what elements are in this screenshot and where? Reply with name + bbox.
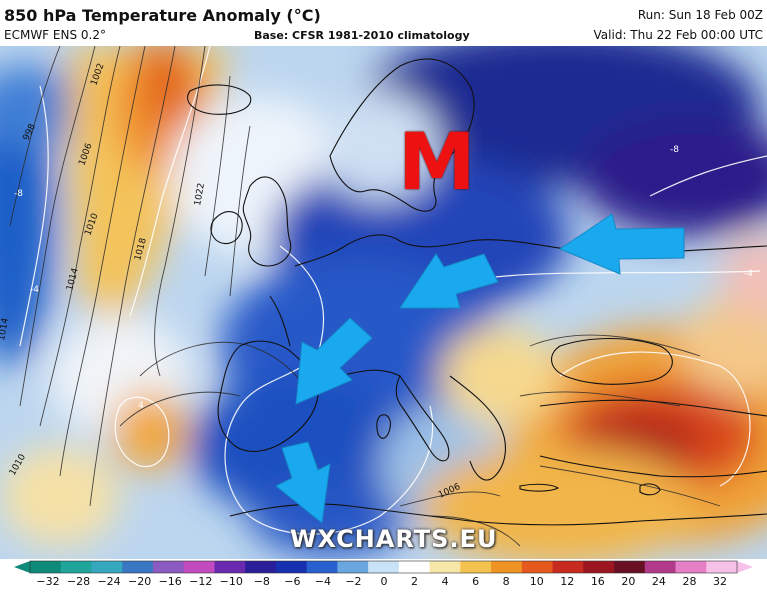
flow-arrows <box>275 213 685 524</box>
colorbar-cell <box>245 561 277 573</box>
map-svg: 998 1002 1006 1010 1014 1018 1022 1014 1… <box>0 46 767 559</box>
colorbar-cell <box>614 561 646 573</box>
anomaly-label: -8 <box>670 145 679 155</box>
colorbar-cell <box>429 561 461 573</box>
colorbar-cell <box>214 561 246 573</box>
climatology-base-label: Base: CFSR 1981-2010 climatology <box>254 29 470 42</box>
colorbar-tick-label: −16 <box>158 575 182 588</box>
colorbar-tick-label: 32 <box>713 575 727 588</box>
colorbar-cell <box>183 561 215 573</box>
colorbar-tick-label: 6 <box>472 575 480 588</box>
isobars <box>9 46 721 547</box>
colorbar-cell <box>675 561 707 573</box>
colorbar-tick-label: 12 <box>560 575 575 588</box>
colorbar-tick-label: −28 <box>66 575 91 588</box>
colorbar-cell <box>583 561 615 573</box>
colorbar-cell <box>368 561 400 573</box>
colorbar-tick-label: −24 <box>97 575 121 588</box>
colorbar-tick-label: −4 <box>314 575 332 588</box>
watermark: WXCHARTS.EU <box>290 525 498 553</box>
colorbar-tick-label: −6 <box>284 575 301 588</box>
colorbar-cell <box>491 561 523 573</box>
colorbar-right-cap <box>737 561 753 573</box>
colorbar-tick-label: −8 <box>253 575 270 588</box>
colorbar-cell <box>122 561 154 573</box>
colorbar-tick-label: 10 <box>529 575 544 588</box>
anomaly-label: -4 <box>744 269 753 279</box>
colorbar-cell <box>152 561 185 573</box>
colorbar-tick-label: 2 <box>411 575 419 588</box>
isobar-label: 1022 <box>193 182 207 206</box>
colorbar-cell <box>460 561 492 573</box>
anomaly-label: -8 <box>14 189 23 199</box>
flow-arrow <box>275 441 331 524</box>
colorbar-cell <box>60 561 92 573</box>
colorbar: −32 −28 −24 −20 −16 −12 −10 −8 −6 −4 −2 0 2 4 6 8 10 12 16… <box>0 560 767 600</box>
valid-time-label: Valid: Thu 22 Feb 00:00 UTC <box>593 28 763 42</box>
anomaly-label: -4 <box>30 285 39 295</box>
colorbar-tick-label: 24 <box>651 575 666 588</box>
colorbar-cell <box>398 561 431 573</box>
colorbar-tick-label: −12 <box>189 575 213 588</box>
anomaly-labels: -8 -8 -4 4 -4 <box>14 145 753 411</box>
colorbar-cells <box>30 561 738 573</box>
colorbar-svg <box>14 560 753 574</box>
colorbar-tick-label: 28 <box>682 575 697 588</box>
colorbar-cell <box>91 561 123 573</box>
colorbar-cell <box>706 561 738 573</box>
flow-arrow <box>399 253 499 309</box>
colorbar-cell <box>552 561 584 573</box>
colorbar-tick-label: −20 <box>128 575 152 588</box>
colorbar-tick-label: 16 <box>590 575 605 588</box>
anomaly-label: 4 <box>138 401 144 411</box>
model-label: ECMWF ENS 0.2° <box>4 28 106 42</box>
colorbar-cell <box>275 561 308 573</box>
anomaly-map: 998 1002 1006 1010 1014 1018 1022 1014 1… <box>0 46 767 559</box>
flow-arrow <box>558 213 685 275</box>
colorbar-tick-label: −10 <box>219 575 243 588</box>
colorbar-cell <box>306 561 338 573</box>
colorbar-tick-label: 4 <box>441 575 449 588</box>
run-label: Run: Sun 18 Feb 00Z <box>637 8 763 22</box>
colorbar-cell <box>30 561 62 573</box>
marker-letter: M <box>398 118 476 208</box>
isobar-label: 1014 <box>0 317 11 342</box>
colorbar-tick-label: 20 <box>621 575 636 588</box>
colorbar-cell <box>521 561 554 573</box>
chart-title: 850 hPa Temperature Anomaly (°C) <box>4 6 321 25</box>
header: 850 hPa Temperature Anomaly (°C) ECMWF E… <box>0 0 767 46</box>
colorbar-left-cap <box>14 561 30 573</box>
colorbar-tick-label: −32 <box>36 575 60 588</box>
colorbar-cell <box>337 561 369 573</box>
colorbar-tick-label: 8 <box>502 575 510 588</box>
flow-arrow <box>295 317 373 405</box>
colorbar-tick-label: −2 <box>345 575 362 588</box>
colorbar-cell <box>644 561 677 573</box>
colorbar-tick-label: 0 <box>380 575 388 588</box>
